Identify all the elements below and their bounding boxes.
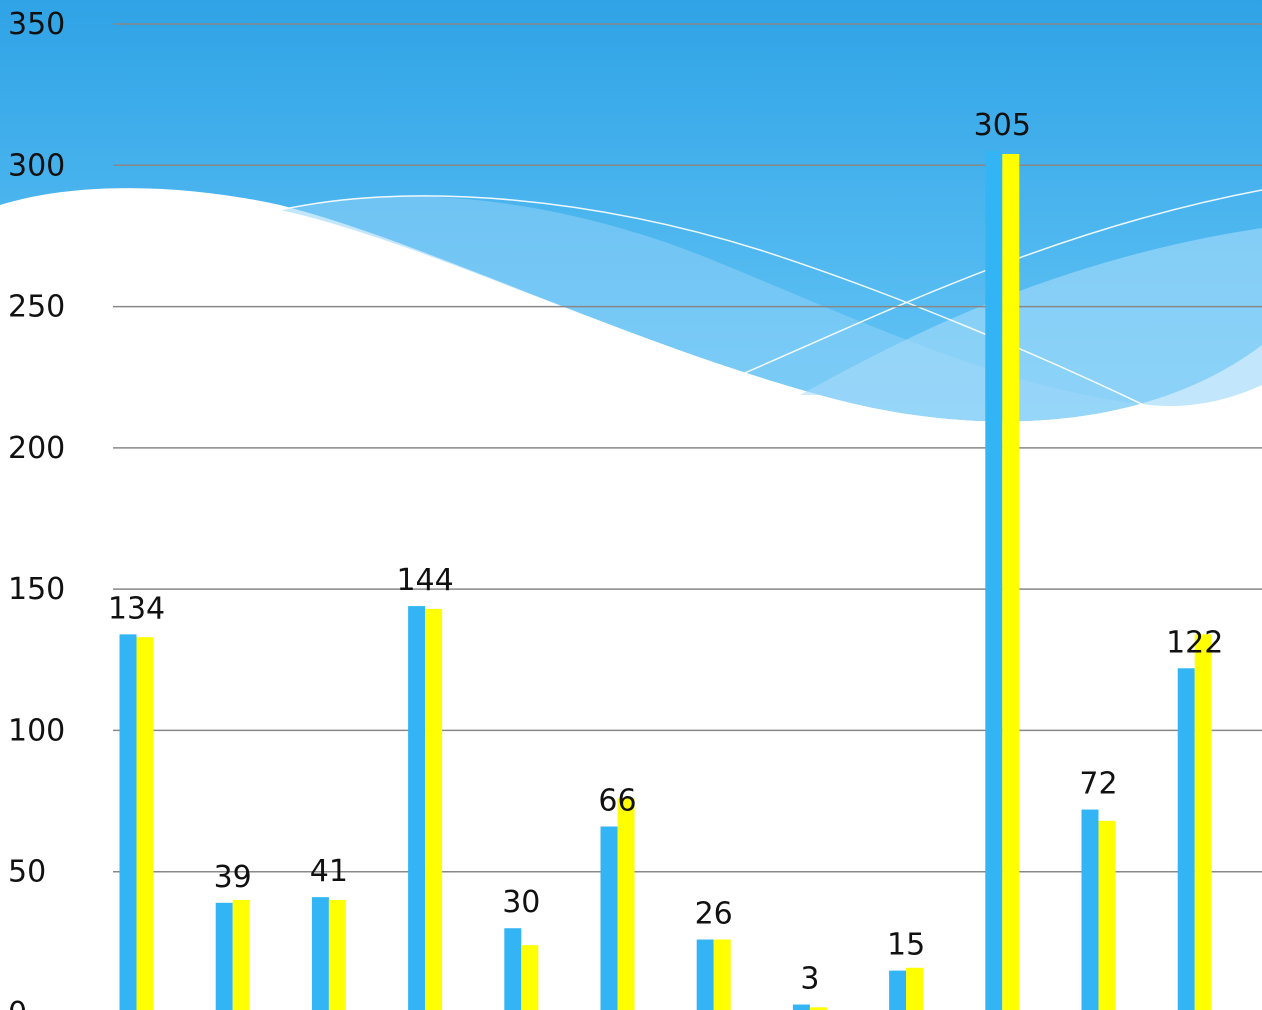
bar-series-1	[600, 826, 618, 1010]
bar-series-1	[792, 1004, 810, 1010]
bar-series-1	[889, 970, 907, 1010]
y-tick-label: 150	[8, 572, 65, 607]
bar-series-2	[232, 899, 250, 1010]
bar-series-1	[311, 897, 329, 1010]
data-label: 3	[800, 962, 819, 997]
bar-series-1	[1177, 668, 1195, 1010]
data-label: 41	[310, 854, 348, 889]
bar-series-2	[1098, 820, 1116, 1010]
data-label: 72	[1079, 767, 1117, 802]
data-label: 30	[502, 885, 540, 920]
bar-series-2	[617, 798, 635, 1010]
y-tick-label: 0	[8, 996, 27, 1010]
y-tick-label: 350	[8, 7, 65, 42]
data-label: 26	[695, 897, 733, 932]
bar-series-1	[985, 151, 1003, 1010]
bar-series-2	[521, 945, 539, 1010]
data-label: 15	[887, 928, 925, 963]
data-label: 122	[1166, 625, 1223, 660]
bar-series-1	[215, 902, 233, 1010]
bar-series-2	[1002, 153, 1020, 1010]
bars	[119, 151, 1212, 1010]
gridlines	[113, 23, 1262, 873]
bar-series-1	[408, 606, 426, 1010]
y-axis-tick-labels: 0 50 100 150 200 250 300 350	[8, 7, 65, 1010]
bar-series-1	[119, 634, 137, 1010]
bar-series-1	[696, 939, 714, 1010]
data-label: 305	[974, 108, 1031, 143]
y-tick-label: 300	[8, 148, 65, 183]
data-label: 39	[214, 860, 252, 895]
bar-series-1	[504, 928, 522, 1010]
data-label: 66	[598, 784, 636, 819]
bar-series-2	[425, 608, 443, 1010]
y-tick-label: 250	[8, 290, 65, 325]
data-label: 134	[108, 591, 165, 626]
bar-series-2	[906, 967, 924, 1010]
data-labels: 134 39 41 144 30 66 26 3 15 305 72 122	[108, 108, 1223, 996]
bar-series-1	[1081, 809, 1099, 1010]
bar-series-2	[328, 899, 346, 1010]
data-label: 144	[396, 563, 453, 598]
bar-series-2	[1194, 634, 1212, 1010]
bar-series-2	[809, 1007, 827, 1010]
y-tick-label: 100	[8, 713, 65, 748]
y-tick-label: 200	[8, 431, 65, 466]
y-tick-label: 50	[8, 855, 46, 890]
bar-series-2	[713, 939, 731, 1010]
bar-series-2	[136, 637, 154, 1010]
